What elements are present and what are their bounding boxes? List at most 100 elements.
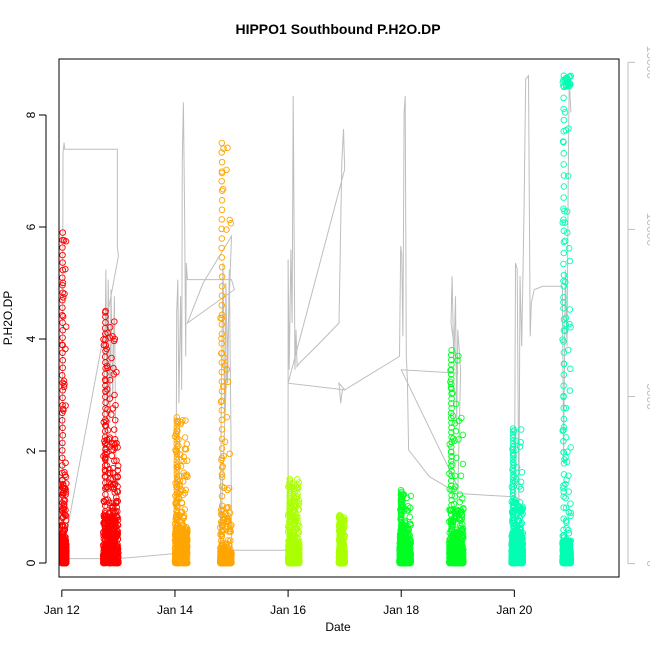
data-point: [173, 513, 181, 520]
data-point: [173, 440, 180, 448]
data-point: [59, 304, 66, 311]
data-point: [59, 559, 66, 567]
data-point: [105, 469, 112, 477]
data-point: [111, 416, 119, 424]
data-point: [59, 334, 66, 341]
data-point: [174, 502, 181, 510]
data-point: [173, 523, 180, 530]
data-point: [184, 473, 191, 480]
data-point: [109, 333, 116, 340]
data-point: [115, 557, 122, 565]
data-point: [109, 532, 116, 539]
data-point: [106, 395, 114, 402]
data-point: [180, 537, 187, 544]
data-point: [59, 394, 66, 402]
data-point: [181, 434, 189, 441]
data-point: [173, 556, 181, 563]
data-point: [173, 500, 180, 507]
data-point: [173, 424, 181, 431]
data-point: [177, 524, 184, 532]
data-point: [173, 414, 181, 421]
data-point: [173, 493, 181, 501]
data-point: [173, 483, 180, 491]
data-point: [173, 457, 181, 464]
data-point: [59, 484, 67, 492]
data-point: [110, 440, 118, 447]
data-point: [110, 426, 118, 433]
data-point: [173, 490, 180, 497]
data-point: [103, 538, 111, 546]
data-point: [111, 457, 118, 465]
data-point: [100, 452, 107, 460]
data-point: [173, 447, 180, 454]
data-point: [183, 457, 191, 464]
data-point: [60, 528, 67, 536]
data-point: [62, 559, 69, 567]
data-point: [173, 546, 181, 554]
data-point: [113, 439, 120, 447]
data-point: [173, 559, 181, 567]
data-point: [59, 244, 66, 251]
data-point: [102, 557, 109, 564]
data-point: [173, 480, 181, 487]
data-point: [173, 510, 181, 517]
data-point: [59, 341, 66, 349]
data-point: [102, 516, 109, 523]
data-point: [110, 364, 117, 372]
data-point: [173, 543, 181, 550]
data-point: [184, 549, 191, 557]
data-point: [59, 319, 66, 326]
data-point: [106, 376, 114, 384]
data-point: [173, 520, 180, 527]
data-point: [59, 424, 66, 432]
data-point: [177, 488, 184, 495]
data-point: [180, 457, 187, 465]
data-point: [173, 430, 180, 438]
data-point: [59, 281, 66, 289]
data-point: [183, 440, 191, 448]
data-point: [111, 540, 118, 548]
data-point: [109, 464, 117, 472]
data-point: [59, 294, 67, 301]
data-point: [59, 349, 66, 356]
data-point: [59, 492, 66, 499]
data-point: [59, 537, 66, 544]
data-point: [109, 405, 117, 412]
data-point: [59, 379, 66, 387]
data-point: [173, 549, 180, 557]
data-point: [173, 526, 180, 534]
data-point: [62, 323, 70, 330]
data-point: [184, 526, 191, 533]
data-point: [61, 290, 68, 298]
data-point: [59, 326, 67, 334]
data-point: [59, 266, 67, 274]
data-point: [103, 448, 110, 456]
data-point: [173, 434, 180, 441]
data-point: [109, 499, 116, 507]
data-point: [218, 335, 225, 342]
data-point: [60, 383, 68, 391]
data-point: [59, 439, 66, 447]
data-point: [61, 381, 68, 388]
data-point: [111, 519, 119, 527]
points-layer: [58, 72, 575, 567]
data-point: [106, 324, 114, 331]
data-point: [105, 466, 113, 473]
data-point: [173, 536, 180, 544]
data-point: [62, 402, 69, 409]
data-point: [180, 469, 188, 477]
data-point: [177, 547, 184, 555]
series-1-points: [58, 229, 122, 567]
data-point: [107, 475, 115, 483]
data-point: [173, 496, 181, 504]
data-point: [177, 420, 184, 428]
data-point: [59, 357, 67, 364]
data-point: [180, 453, 188, 461]
data-point: [108, 440, 116, 447]
data-point: [179, 478, 187, 485]
altitude-line-layer: [61, 74, 572, 560]
altitude-line: [61, 74, 572, 560]
data-point: [59, 544, 66, 552]
data-point: [173, 539, 180, 547]
